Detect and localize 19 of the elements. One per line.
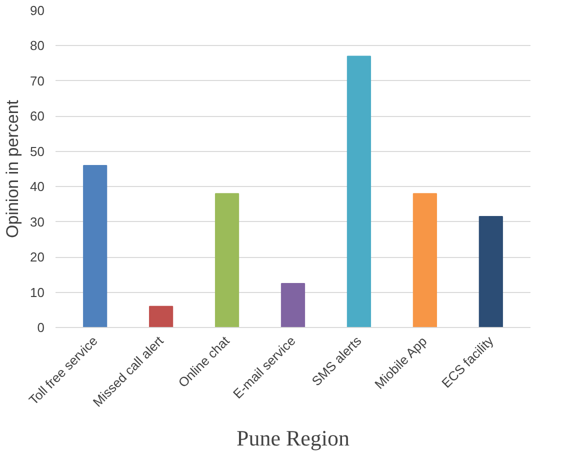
y-tick-label: 50 [30, 144, 45, 159]
y-tick-label: 0 [37, 320, 45, 335]
bar [478, 216, 503, 328]
y-tick-label: 80 [30, 38, 45, 54]
bar [83, 164, 108, 328]
bar [280, 282, 306, 328]
bar [214, 193, 240, 328]
y-tick-label: 90 [30, 3, 45, 18]
y-tick-label: 60 [30, 108, 45, 124]
y-tick-label: 10 [30, 284, 45, 300]
text: Pune Region [236, 426, 350, 450]
y-tick-label: 70 [30, 73, 45, 88]
y-tick-label: 30 [30, 214, 45, 230]
y-tick-label: 40 [30, 179, 45, 194]
bar [346, 56, 372, 328]
bar [149, 306, 174, 328]
y-axis-title: Opinion in percent [3, 100, 22, 238]
bar [412, 193, 437, 328]
y-tick-label: 20 [30, 250, 45, 265]
